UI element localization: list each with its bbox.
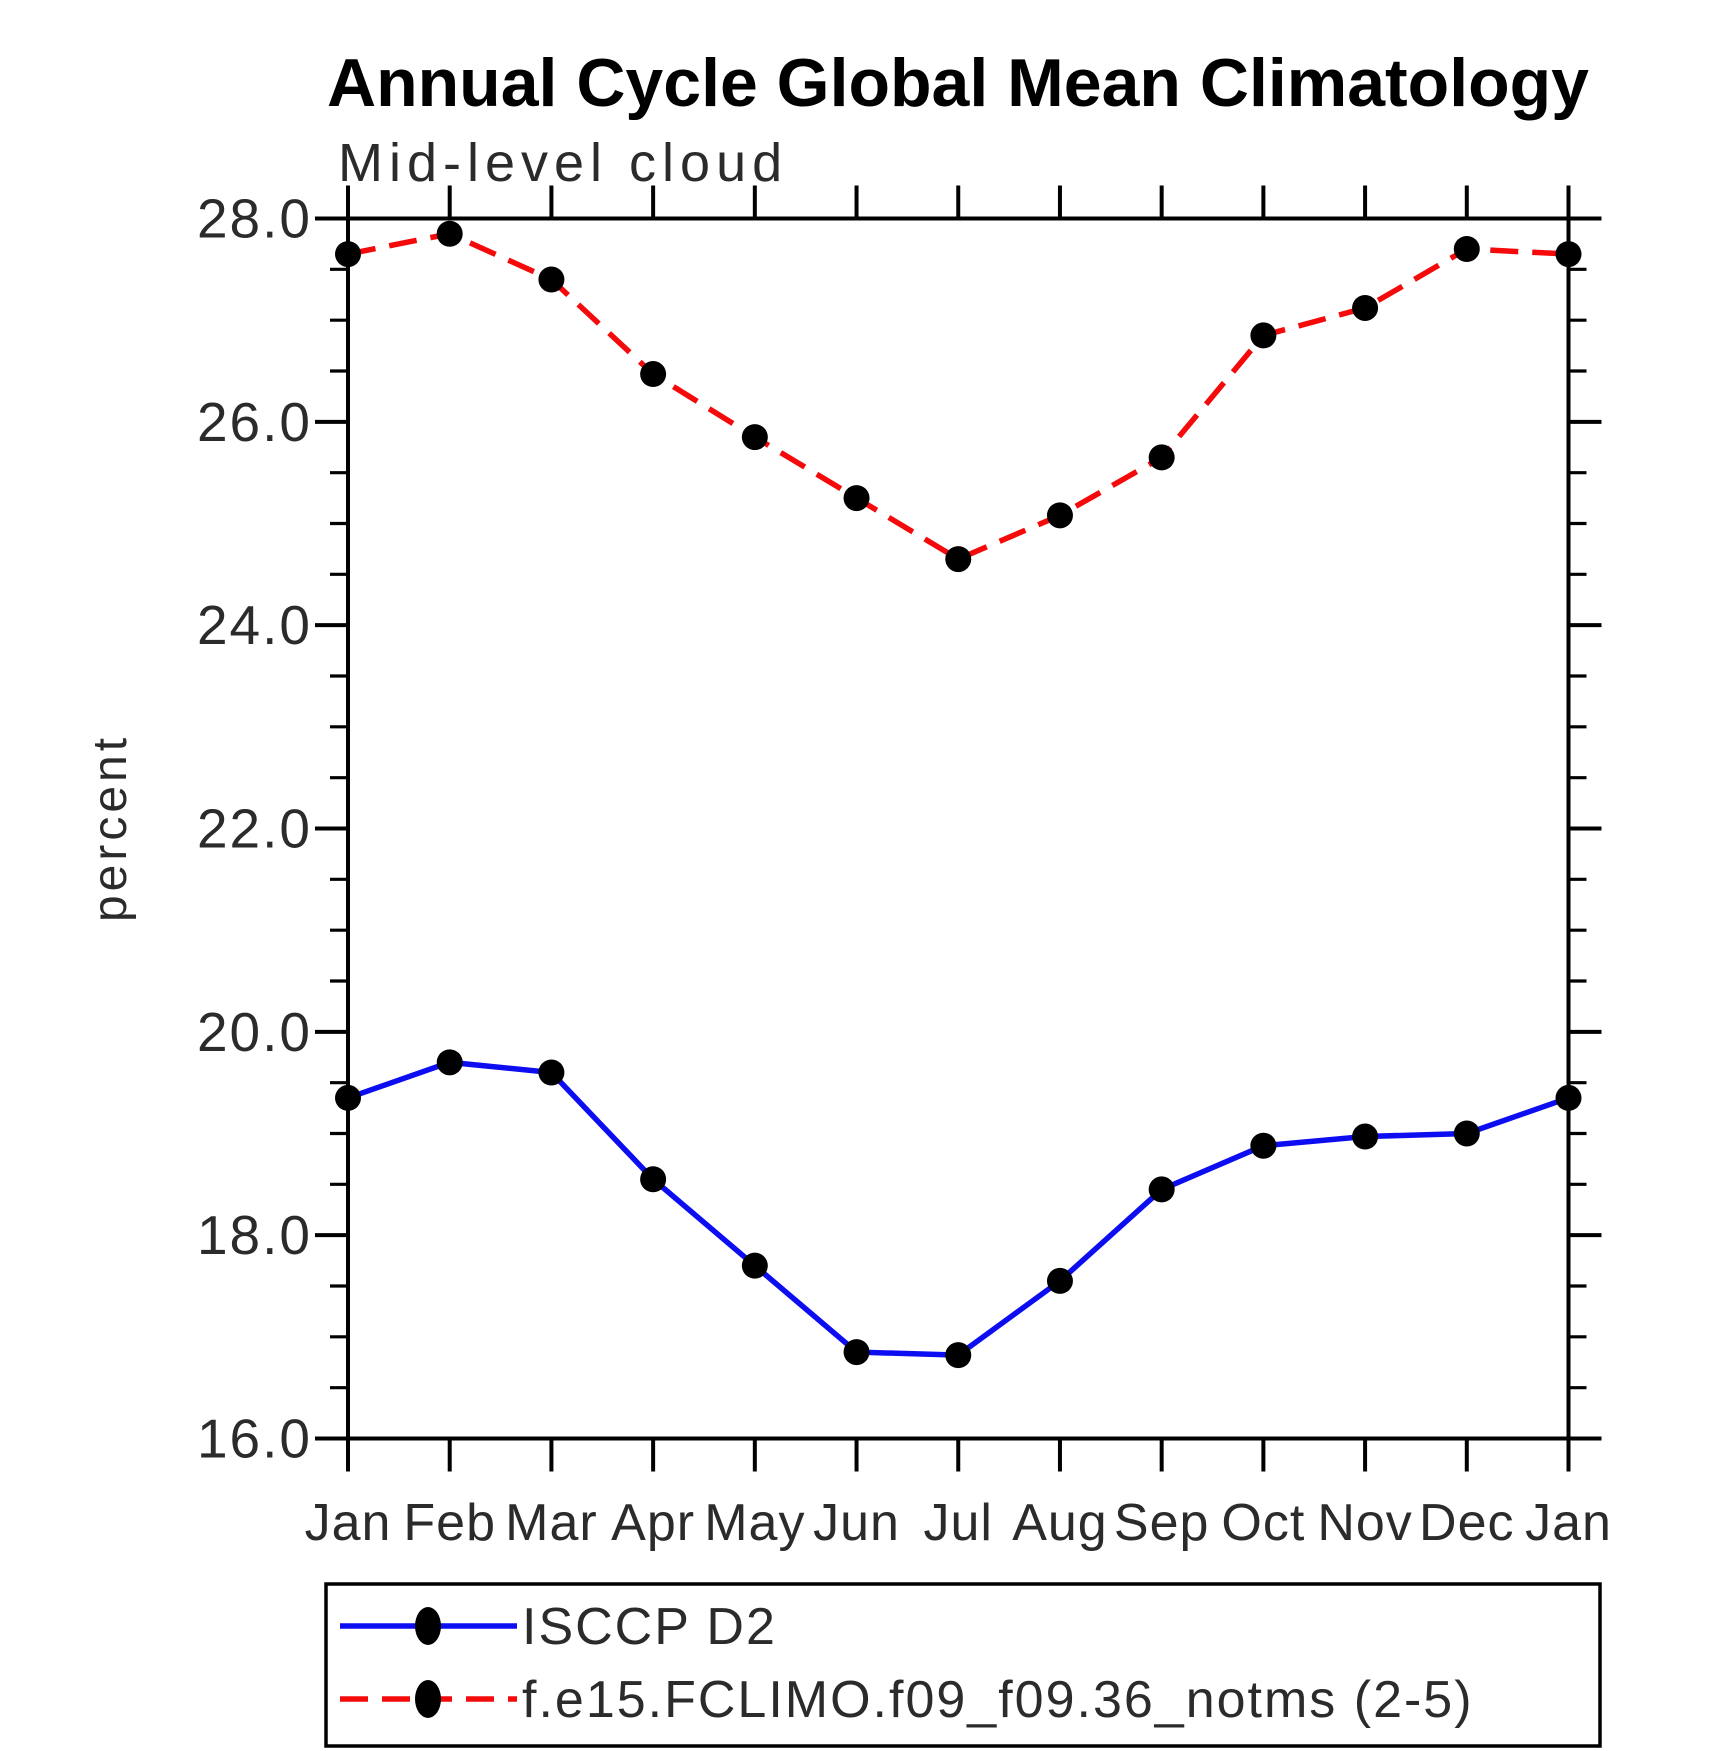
- series-marker-0: [1352, 1123, 1379, 1150]
- series-marker-0: [741, 1252, 768, 1279]
- y-axis-title: percent: [84, 734, 137, 922]
- series-marker-0: [335, 1084, 361, 1111]
- x-tick-label: Nov: [1317, 1494, 1412, 1552]
- legend-label-0: ISCCP D2: [522, 1598, 777, 1656]
- series-marker-0: [843, 1339, 870, 1366]
- x-tick-label: Feb: [403, 1494, 496, 1552]
- x-tick-label: Jan: [305, 1494, 392, 1552]
- legend-label-1: f.e15.FCLIMO.f09_f09.36_notms (2-5): [522, 1671, 1474, 1729]
- chart-subtitle: Mid-level cloud: [338, 133, 788, 193]
- series-marker-1: [335, 241, 361, 268]
- series-marker-1: [945, 546, 972, 573]
- x-tick-label: Mar: [505, 1494, 598, 1552]
- series-marker-1: [436, 220, 463, 247]
- y-tick-label: 24.0: [197, 594, 312, 656]
- series-marker-0: [538, 1059, 565, 1086]
- x-tick-label: Apr: [611, 1494, 695, 1552]
- series-marker-1: [1046, 502, 1073, 529]
- series-marker-1: [640, 361, 667, 388]
- series-marker-0: [1250, 1132, 1277, 1159]
- x-tick-label: Sep: [1114, 1494, 1210, 1552]
- legend-box: [324, 1582, 1602, 1748]
- y-tick-label: 28.0: [197, 188, 312, 250]
- x-tick-label: Jul: [924, 1494, 993, 1552]
- x-tick-label: May: [704, 1494, 805, 1552]
- series-marker-1: [1352, 294, 1379, 321]
- y-tick-label: 20.0: [197, 1001, 312, 1063]
- series-marker-1: [1555, 241, 1582, 268]
- series-line-1: [347, 230, 1569, 563]
- y-tick-label: 26.0: [197, 391, 312, 453]
- series-marker-0: [1555, 1084, 1582, 1111]
- series-marker-1: [538, 266, 565, 293]
- series-marker-0: [1148, 1176, 1175, 1203]
- legend-marker-1: [415, 1680, 441, 1718]
- y-tick-label: 16.0: [197, 1408, 312, 1470]
- series-marker-1: [1250, 322, 1277, 349]
- series-marker-1: [843, 485, 870, 512]
- chart-title: Annual Cycle Global Mean Climatology: [327, 45, 1589, 121]
- legend: ISCCP D2 f.e15.FCLIMO.f09_f09.36_notms (2…: [324, 1582, 1602, 1748]
- series-marker-0: [1453, 1120, 1480, 1147]
- series-marker-0: [640, 1166, 667, 1193]
- series-marker-1: [1148, 444, 1175, 471]
- x-tick-label: Oct: [1221, 1494, 1305, 1552]
- series-marker-0: [945, 1342, 972, 1369]
- y-tick-label: 18.0: [197, 1204, 312, 1266]
- series-marker-1: [741, 424, 768, 451]
- x-tick-label: Dec: [1419, 1494, 1514, 1552]
- series-marker-0: [1046, 1267, 1073, 1294]
- y-tick-label: 22.0: [197, 798, 312, 860]
- plot-frame: [346, 216, 1571, 1441]
- series-line-0: [347, 1059, 1570, 1358]
- x-tick-label: Jan: [1525, 1494, 1612, 1552]
- series-marker-0: [436, 1049, 463, 1076]
- legend-marker-0: [415, 1607, 441, 1645]
- x-tick-label: Aug: [1012, 1494, 1108, 1552]
- x-tick-label: Jun: [813, 1494, 900, 1552]
- series-marker-1: [1453, 236, 1480, 262]
